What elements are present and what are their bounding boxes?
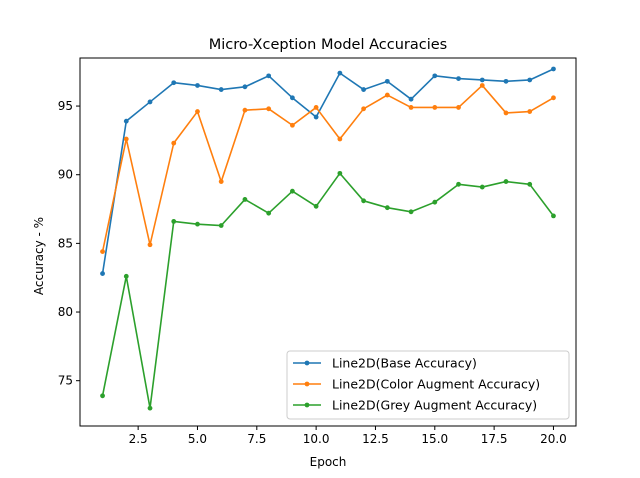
data-point [527, 109, 533, 114]
legend-box [286, 350, 570, 420]
plot-frame [79, 57, 577, 427]
data-point [408, 209, 414, 215]
x-tick-label: 7.5 [247, 432, 266, 446]
data-point [432, 199, 438, 205]
data-point [290, 188, 295, 194]
data-point [503, 110, 509, 116]
data-point [479, 77, 485, 83]
data-point [123, 118, 129, 124]
data-point [503, 78, 509, 84]
legend-label: Line2D(Base Accuracy) [332, 356, 477, 371]
data-point [290, 95, 295, 101]
data-point [123, 273, 129, 279]
data-point [503, 179, 509, 184]
data-point [218, 87, 224, 92]
legend-item: Line2D(Grey Augment Accuracy) [293, 398, 537, 413]
data-point [384, 78, 390, 84]
x-tick-label: 20.0 [540, 432, 567, 446]
data-point [456, 76, 461, 81]
data-point [432, 73, 438, 79]
data-point [242, 197, 248, 202]
data-point [479, 184, 485, 190]
data-point [337, 70, 343, 76]
data-point [551, 66, 556, 72]
data-point [195, 109, 200, 114]
data-point [242, 107, 248, 113]
series-layer [100, 66, 556, 411]
series-line [101, 172, 555, 409]
legend-item: Line2D(Base Accuracy) [293, 356, 477, 371]
x-tick-label: 17.5 [481, 432, 508, 446]
y-axis-ticks: 75 80 85 90 95 [58, 99, 80, 388]
x-tick-label: 5.0 [188, 432, 207, 446]
x-axis-label: Epoch [310, 455, 347, 469]
data-point [408, 105, 414, 110]
data-point [171, 219, 177, 224]
chart-title: Micro-Xception Model Accuracies [209, 37, 448, 53]
series-line [101, 84, 554, 252]
legend: Line2D(Base Accuracy) Line2D(Color Augmen… [286, 350, 570, 420]
legend-item: Line2D(Color Augment Accuracy) [293, 377, 540, 392]
legend-label: Line2D(Color Augment Accuracy) [332, 377, 540, 392]
data-point [171, 140, 177, 146]
data-point [527, 181, 533, 187]
data-point [337, 170, 343, 176]
y-tick-label: 95 [58, 99, 73, 113]
series-line [101, 68, 554, 274]
data-point [242, 84, 248, 90]
x-tick-label: 12.5 [362, 432, 389, 446]
data-point [266, 73, 272, 79]
data-point [313, 114, 319, 120]
data-point [100, 249, 105, 255]
data-point [147, 242, 153, 248]
data-point [551, 95, 556, 101]
legend-swatch-marker [304, 381, 310, 387]
data-point [337, 136, 343, 142]
data-point [171, 80, 177, 86]
data-point [527, 77, 533, 83]
data-point [361, 198, 366, 204]
data-point [361, 87, 366, 92]
series-3 [100, 170, 556, 411]
data-point [147, 405, 153, 411]
data-point [408, 96, 414, 102]
data-point [218, 179, 224, 184]
data-point [218, 223, 224, 228]
data-point [195, 83, 200, 88]
series-2 [100, 83, 556, 255]
y-tick-label: 85 [58, 236, 73, 250]
data-point [313, 203, 319, 209]
x-axis-ticks: 2.5 5.0 7.5 10.0 12.5 15.0 17.5 20.0 [129, 426, 567, 446]
data-point [361, 106, 366, 112]
data-point [100, 393, 105, 399]
x-tick-label: 2.5 [129, 432, 148, 446]
legend-swatch-marker [304, 360, 310, 366]
data-point [456, 181, 461, 187]
data-point [432, 105, 438, 110]
data-point [479, 83, 485, 88]
data-point [384, 205, 390, 211]
data-point [551, 213, 556, 219]
x-tick-label: 10.0 [303, 432, 330, 446]
data-point [123, 136, 129, 142]
legend-label: Line2D(Grey Augment Accuracy) [332, 398, 537, 413]
data-point [195, 221, 200, 227]
legend-swatch-marker [304, 402, 310, 408]
y-axis-label: Accuracy - % [32, 217, 46, 295]
x-tick-label: 15.0 [421, 432, 448, 446]
y-tick-label: 80 [58, 305, 73, 319]
data-point [266, 106, 272, 112]
data-point [100, 271, 105, 276]
data-point [456, 105, 461, 110]
data-point [384, 92, 390, 98]
y-tick-label: 90 [58, 168, 73, 182]
data-point [266, 210, 272, 216]
data-point [290, 122, 295, 128]
series-1 [100, 66, 556, 276]
y-tick-label: 75 [58, 374, 73, 388]
data-point [313, 105, 319, 110]
data-point [147, 99, 153, 105]
